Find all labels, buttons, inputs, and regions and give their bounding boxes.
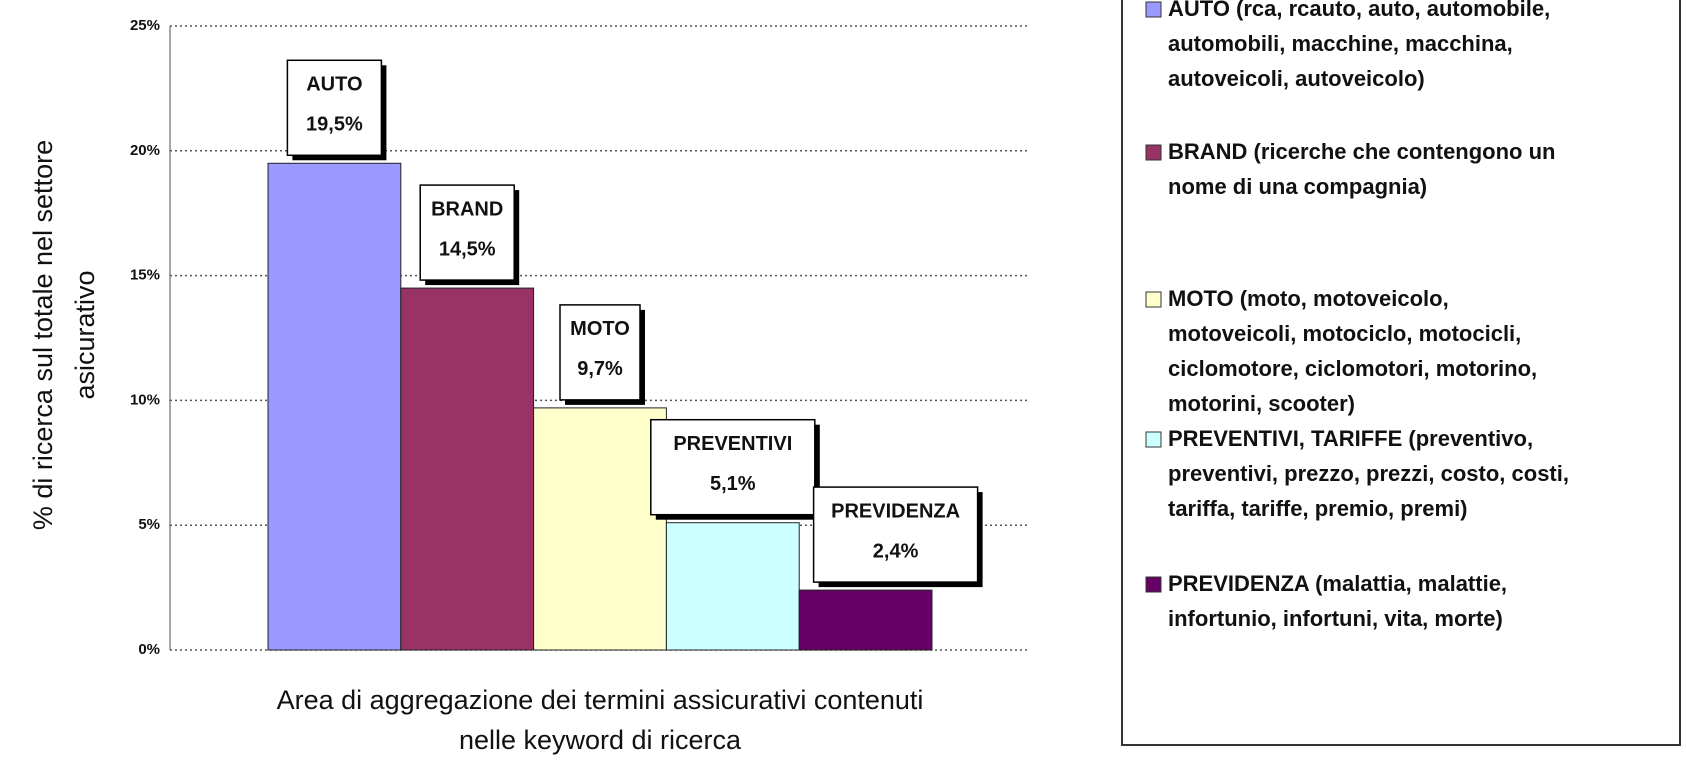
legend-swatch: [1145, 576, 1162, 593]
legend-entry: autoveicoli, autoveicolo): [1168, 66, 1425, 91]
label-box: [650, 418, 816, 516]
legend-entry: AUTO (rca, rcauto, auto, automobile,: [1168, 0, 1550, 21]
legend-box: [1121, 0, 1681, 746]
label-box: [559, 304, 641, 401]
legend-entry: motoveicoli, motociclo, motocicli,: [1168, 321, 1521, 346]
label-box: [419, 184, 515, 281]
legend-swatch: [1145, 291, 1162, 308]
category-label: PREVIDENZA: [831, 500, 960, 522]
category-label: BRAND: [431, 198, 503, 220]
category-label: PREVENTIVI: [673, 433, 792, 455]
legend-swatch: [1145, 1, 1162, 18]
label-box: [286, 59, 383, 157]
legend-entry: BRAND (ricerche che contengono un: [1168, 139, 1555, 164]
category-label: MOTO: [570, 318, 630, 340]
legend-entry: PREVIDENZA (malattia, malattie,: [1168, 571, 1507, 596]
y-tick-label: 25%: [130, 17, 160, 34]
x-axis-title: nelle keyword di ricerca: [459, 725, 742, 755]
legend-entry: motorini, scooter): [1168, 391, 1355, 416]
y-axis-title: % di ricerca sul totale nel settore: [28, 140, 58, 530]
y-tick-label: 10%: [130, 391, 160, 408]
legend-entry: MOTO (moto, motoveicolo,: [1168, 286, 1449, 311]
data-label: 14,5%: [439, 238, 496, 260]
label-box: [812, 486, 979, 583]
data-label: 2,4%: [873, 540, 919, 562]
bar: [798, 589, 933, 651]
x-axis-title: Area di aggregazione dei termini assicur…: [277, 685, 924, 715]
y-axis-title: asicurativo: [70, 270, 100, 399]
data-label: 9,7%: [577, 358, 623, 380]
bar: [665, 522, 800, 651]
legend-entry: infortunio, infortuni, vita, morte): [1168, 606, 1503, 631]
legend-entry: tariffa, tariffe, premio, premi): [1168, 496, 1468, 521]
bar: [400, 287, 535, 651]
legend-swatch: [1145, 144, 1162, 161]
legend-entry: automobili, macchine, macchina,: [1168, 31, 1513, 56]
data-label: 19,5%: [306, 114, 363, 136]
legend-entry: nome di una compagnia): [1168, 174, 1427, 199]
bar: [267, 162, 402, 651]
legend-entry: PREVENTIVI, TARIFFE (preventivo,: [1168, 426, 1533, 451]
legend-entry: ciclomotore, ciclomotori, motorino,: [1168, 356, 1537, 381]
legend-entry: preventivi, prezzo, prezzi, costo, costi…: [1168, 461, 1569, 486]
legend-swatch: [1145, 431, 1162, 448]
y-tick-label: 20%: [130, 142, 160, 159]
y-tick-label: 15%: [130, 267, 160, 284]
bar: [533, 407, 667, 651]
category-label: AUTO: [306, 74, 362, 96]
data-label: 5,1%: [710, 473, 756, 495]
y-tick-label: 0%: [138, 641, 160, 658]
y-tick-label: 5%: [138, 516, 160, 533]
